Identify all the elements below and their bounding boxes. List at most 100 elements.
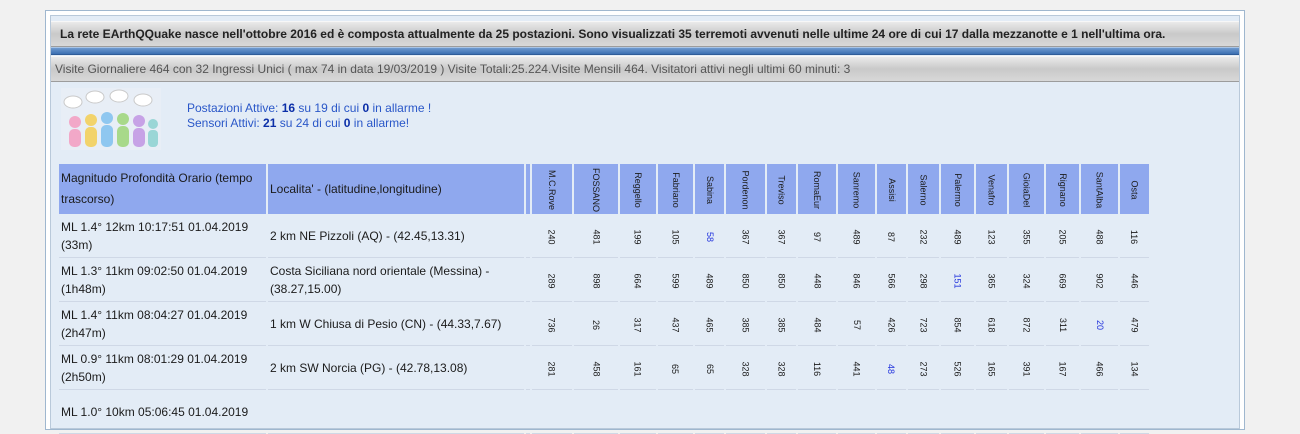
station-distance: 328 (767, 346, 797, 390)
distance-value: 736 (547, 316, 557, 333)
station-distance: 736 (532, 302, 573, 346)
station-distance: 566 (876, 258, 906, 302)
header-station: Osta (1120, 164, 1150, 214)
distance-value: 311 (1057, 317, 1068, 332)
active-sensors-count: 21 (263, 116, 277, 130)
station-distance: 273 (907, 346, 939, 390)
station-distance: 466 (1081, 346, 1119, 390)
station-distance: 437 (657, 302, 694, 346)
station-name: M.C.Rove (547, 169, 558, 211)
distance-value: 199 (632, 228, 643, 245)
station-distance: 97 (798, 214, 837, 258)
station-distance: 489 (940, 214, 975, 258)
distance-value: 437 (670, 316, 681, 333)
station-distance (976, 390, 1008, 434)
station-distance: 365 (976, 258, 1008, 302)
station-distance (574, 390, 619, 434)
distance-value: 324 (1021, 272, 1032, 289)
header-station: FOSSANO (574, 164, 619, 214)
station-distance: 367 (767, 214, 797, 258)
distance-value: 116 (812, 361, 823, 376)
row-spacer (526, 258, 530, 302)
station-name: Osta (1129, 180, 1140, 200)
quake-location: 2 km SW Norcia (PG) - (42.78,13.08) (268, 346, 524, 390)
station-distance: 872 (1009, 302, 1044, 346)
station-distance: 298 (907, 258, 939, 302)
quake-magnitude-time: ML 1.4° 12km 10:17:51 01.04.2019 (33m) (59, 214, 266, 258)
header-station: Rignano (1045, 164, 1080, 214)
header-station: Sanremo (838, 164, 875, 214)
quake-location: Costa Siciliana nord orientale (Messina)… (268, 258, 524, 302)
station-distance: 355 (1009, 214, 1044, 258)
station-distance: 902 (1081, 258, 1119, 302)
distance-value: 385 (740, 316, 751, 333)
distance-value: 240 (547, 228, 557, 245)
station-distance: 281 (532, 346, 573, 390)
distance-value: 872 (1021, 316, 1032, 333)
active-stations-line: Postazioni Attive: 16 su 19 di cui 0 in … (187, 101, 432, 115)
row-spacer (526, 346, 530, 390)
station-name: Reggello (632, 172, 643, 208)
distance-value: 97 (812, 231, 823, 242)
station-distance: 26 (574, 302, 619, 346)
table-header-row: Magnitudo Profondità Orario (tempo trasc… (59, 164, 1150, 214)
header-spacer (526, 164, 530, 214)
station-name: Rignano (1057, 173, 1068, 207)
distance-value: 566 (886, 272, 897, 289)
distance-value: 328 (776, 360, 787, 377)
distance-value: 205 (1057, 228, 1068, 245)
distance-value: 391 (1021, 360, 1032, 377)
distance-value: 850 (776, 272, 787, 289)
station-distance: 599 (657, 258, 694, 302)
distance-value: 167 (1057, 360, 1068, 377)
distance-value: 48 (886, 363, 897, 374)
distance-value: 599 (670, 272, 681, 289)
station-distance: 426 (876, 302, 906, 346)
station-distance: 481 (574, 214, 619, 258)
station-distance: 116 (798, 346, 837, 390)
distance-value: 65 (704, 363, 715, 374)
quake-magnitude-time: ML 1.4° 11km 08:04:27 01.04.2019 (2h47m) (59, 302, 266, 346)
station-name: Fabriano (670, 172, 681, 208)
distance-value: 20 (1094, 319, 1105, 330)
distance-value: 448 (812, 272, 823, 289)
station-name: Assisi (886, 178, 897, 202)
header-station: GioiaDel (1009, 164, 1044, 214)
table-row: ML 1.3° 11km 09:02:50 01.04.2019 (1h48m)… (59, 258, 1150, 302)
distance-value: 123 (986, 228, 997, 245)
station-distance: 317 (620, 302, 656, 346)
table-row: ML 0.9° 11km 08:01:29 01.04.2019 (2h50m)… (59, 346, 1150, 390)
station-distance (798, 390, 837, 434)
station-distance: 311 (1045, 302, 1080, 346)
station-distance: 134 (1120, 346, 1150, 390)
distance-value: 367 (740, 228, 751, 245)
station-distance (1120, 390, 1150, 434)
station-distance: 57 (838, 302, 875, 346)
header-station: SantAlba (1081, 164, 1119, 214)
distance-value: 105 (670, 228, 681, 245)
header-station: Salerno (907, 164, 939, 214)
station-distance: 324 (1009, 258, 1044, 302)
station-distance: 723 (907, 302, 939, 346)
distance-value: 446 (1129, 272, 1140, 289)
quake-magnitude-time: ML 1.0° 10km 05:06:45 01.04.2019 (59, 390, 266, 434)
station-distance: 167 (1045, 346, 1080, 390)
station-distance: 850 (726, 258, 766, 302)
distance-value: 723 (918, 316, 929, 333)
active-stations-count: 16 (281, 101, 296, 115)
quake-location: 1 km W Chiusa di Pesio (CN) - (44.33,7.6… (268, 302, 524, 346)
table-row: ML 1.0° 10km 05:06:45 01.04.2019 (59, 390, 1150, 434)
distance-value: 458 (591, 360, 602, 377)
header-station: Sabina (695, 164, 725, 214)
station-distance: 328 (726, 346, 766, 390)
header-station: Venafro (976, 164, 1008, 214)
station-distance: 65 (695, 346, 725, 390)
station-name: GioiaDel (1021, 172, 1032, 208)
distance-value: 281 (547, 360, 557, 377)
station-distance: 232 (907, 214, 939, 258)
distance-value: 116 (1129, 229, 1140, 244)
header-station: M.C.Rove (532, 164, 573, 214)
station-distance: 854 (940, 302, 975, 346)
distance-value: 161 (632, 360, 643, 377)
station-name: Salerno (918, 174, 929, 206)
